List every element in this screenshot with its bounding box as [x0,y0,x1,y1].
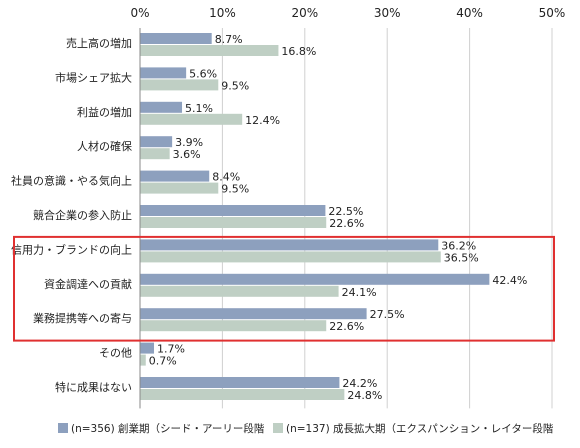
bar-series-1 [140,239,439,251]
x-tick-label: 50% [539,6,566,20]
data-label: 22.6% [329,217,364,230]
data-label: 24.8% [347,389,382,402]
bar-series-1 [140,101,183,113]
x-tick-label: 30% [374,6,401,20]
legend-swatch [273,423,283,433]
data-label: 8.7% [215,33,243,46]
bar-series-1 [140,273,490,285]
bar-series-1 [140,308,367,320]
x-tick-label: 10% [209,6,236,20]
legend-label: (n=137) 成長拡大期（エクスパンション・レイター段階 [286,422,554,435]
bar-series-2 [140,45,279,56]
data-label: 9.5% [221,79,249,92]
data-label: 3.9% [175,136,203,149]
data-label: 9.5% [221,183,249,196]
bar-series-2 [140,113,243,125]
category-label: 業務提携等への寄与 [33,311,132,325]
x-tick-label: 40% [456,6,483,20]
category-label: 資金調達への貢献 [44,277,132,291]
bar-series-2 [140,251,441,263]
category-label: 競合企業の参入防止 [33,208,132,222]
data-label: 36.2% [441,239,476,252]
data-label: 5.1% [185,102,213,115]
category-label: 人材の確保 [77,139,132,153]
bar-series-2 [140,148,170,160]
data-label: 24.1% [342,286,377,299]
legend-label: (n=356) 創業期（シード・アーリー段階 [71,422,265,435]
bar-series-2 [140,79,219,91]
highlight-box [13,235,555,342]
bar-series-2 [140,182,219,194]
bar-series-2 [140,389,345,400]
bar-series-1 [140,170,210,182]
data-label: 8.4% [212,171,240,184]
data-label: 24.2% [342,377,377,390]
bar-series-2 [140,354,146,366]
bar-series-2 [140,320,327,332]
category-label: 信用力・ブランドの向上 [11,242,132,256]
data-label: 27.5% [370,308,405,321]
category-label: 市場シェア拡大 [55,70,132,84]
data-label: 5.6% [189,67,217,80]
x-tick-label: 20% [291,6,318,20]
category-label: その他 [99,347,132,360]
data-label: 0.7% [149,355,177,368]
bar-series-1 [140,342,155,354]
data-label: 42.4% [492,274,527,287]
data-label: 1.7% [157,343,185,356]
data-label: 3.6% [173,148,201,161]
legend-swatch [58,423,68,433]
bar-series-1 [140,136,173,148]
bar-series-1 [140,205,326,216]
data-label: 36.5% [444,251,479,264]
bar-series-1 [140,33,212,44]
bar-series-2 [140,217,327,228]
category-label: 利益の増加 [77,105,132,119]
bar-series-1 [140,377,340,388]
data-label: 16.8% [281,45,316,58]
category-label: 特に成果はない [55,380,132,394]
category-label: 売上高の増加 [66,36,132,50]
bar-series-1 [140,67,187,79]
x-tick-label: 0% [130,6,149,20]
data-label: 22.6% [329,320,364,333]
bar-series-2 [140,285,339,297]
data-label: 22.5% [328,205,363,218]
category-label: 社員の意識・やる気向上 [11,174,132,188]
data-label: 12.4% [245,114,280,127]
